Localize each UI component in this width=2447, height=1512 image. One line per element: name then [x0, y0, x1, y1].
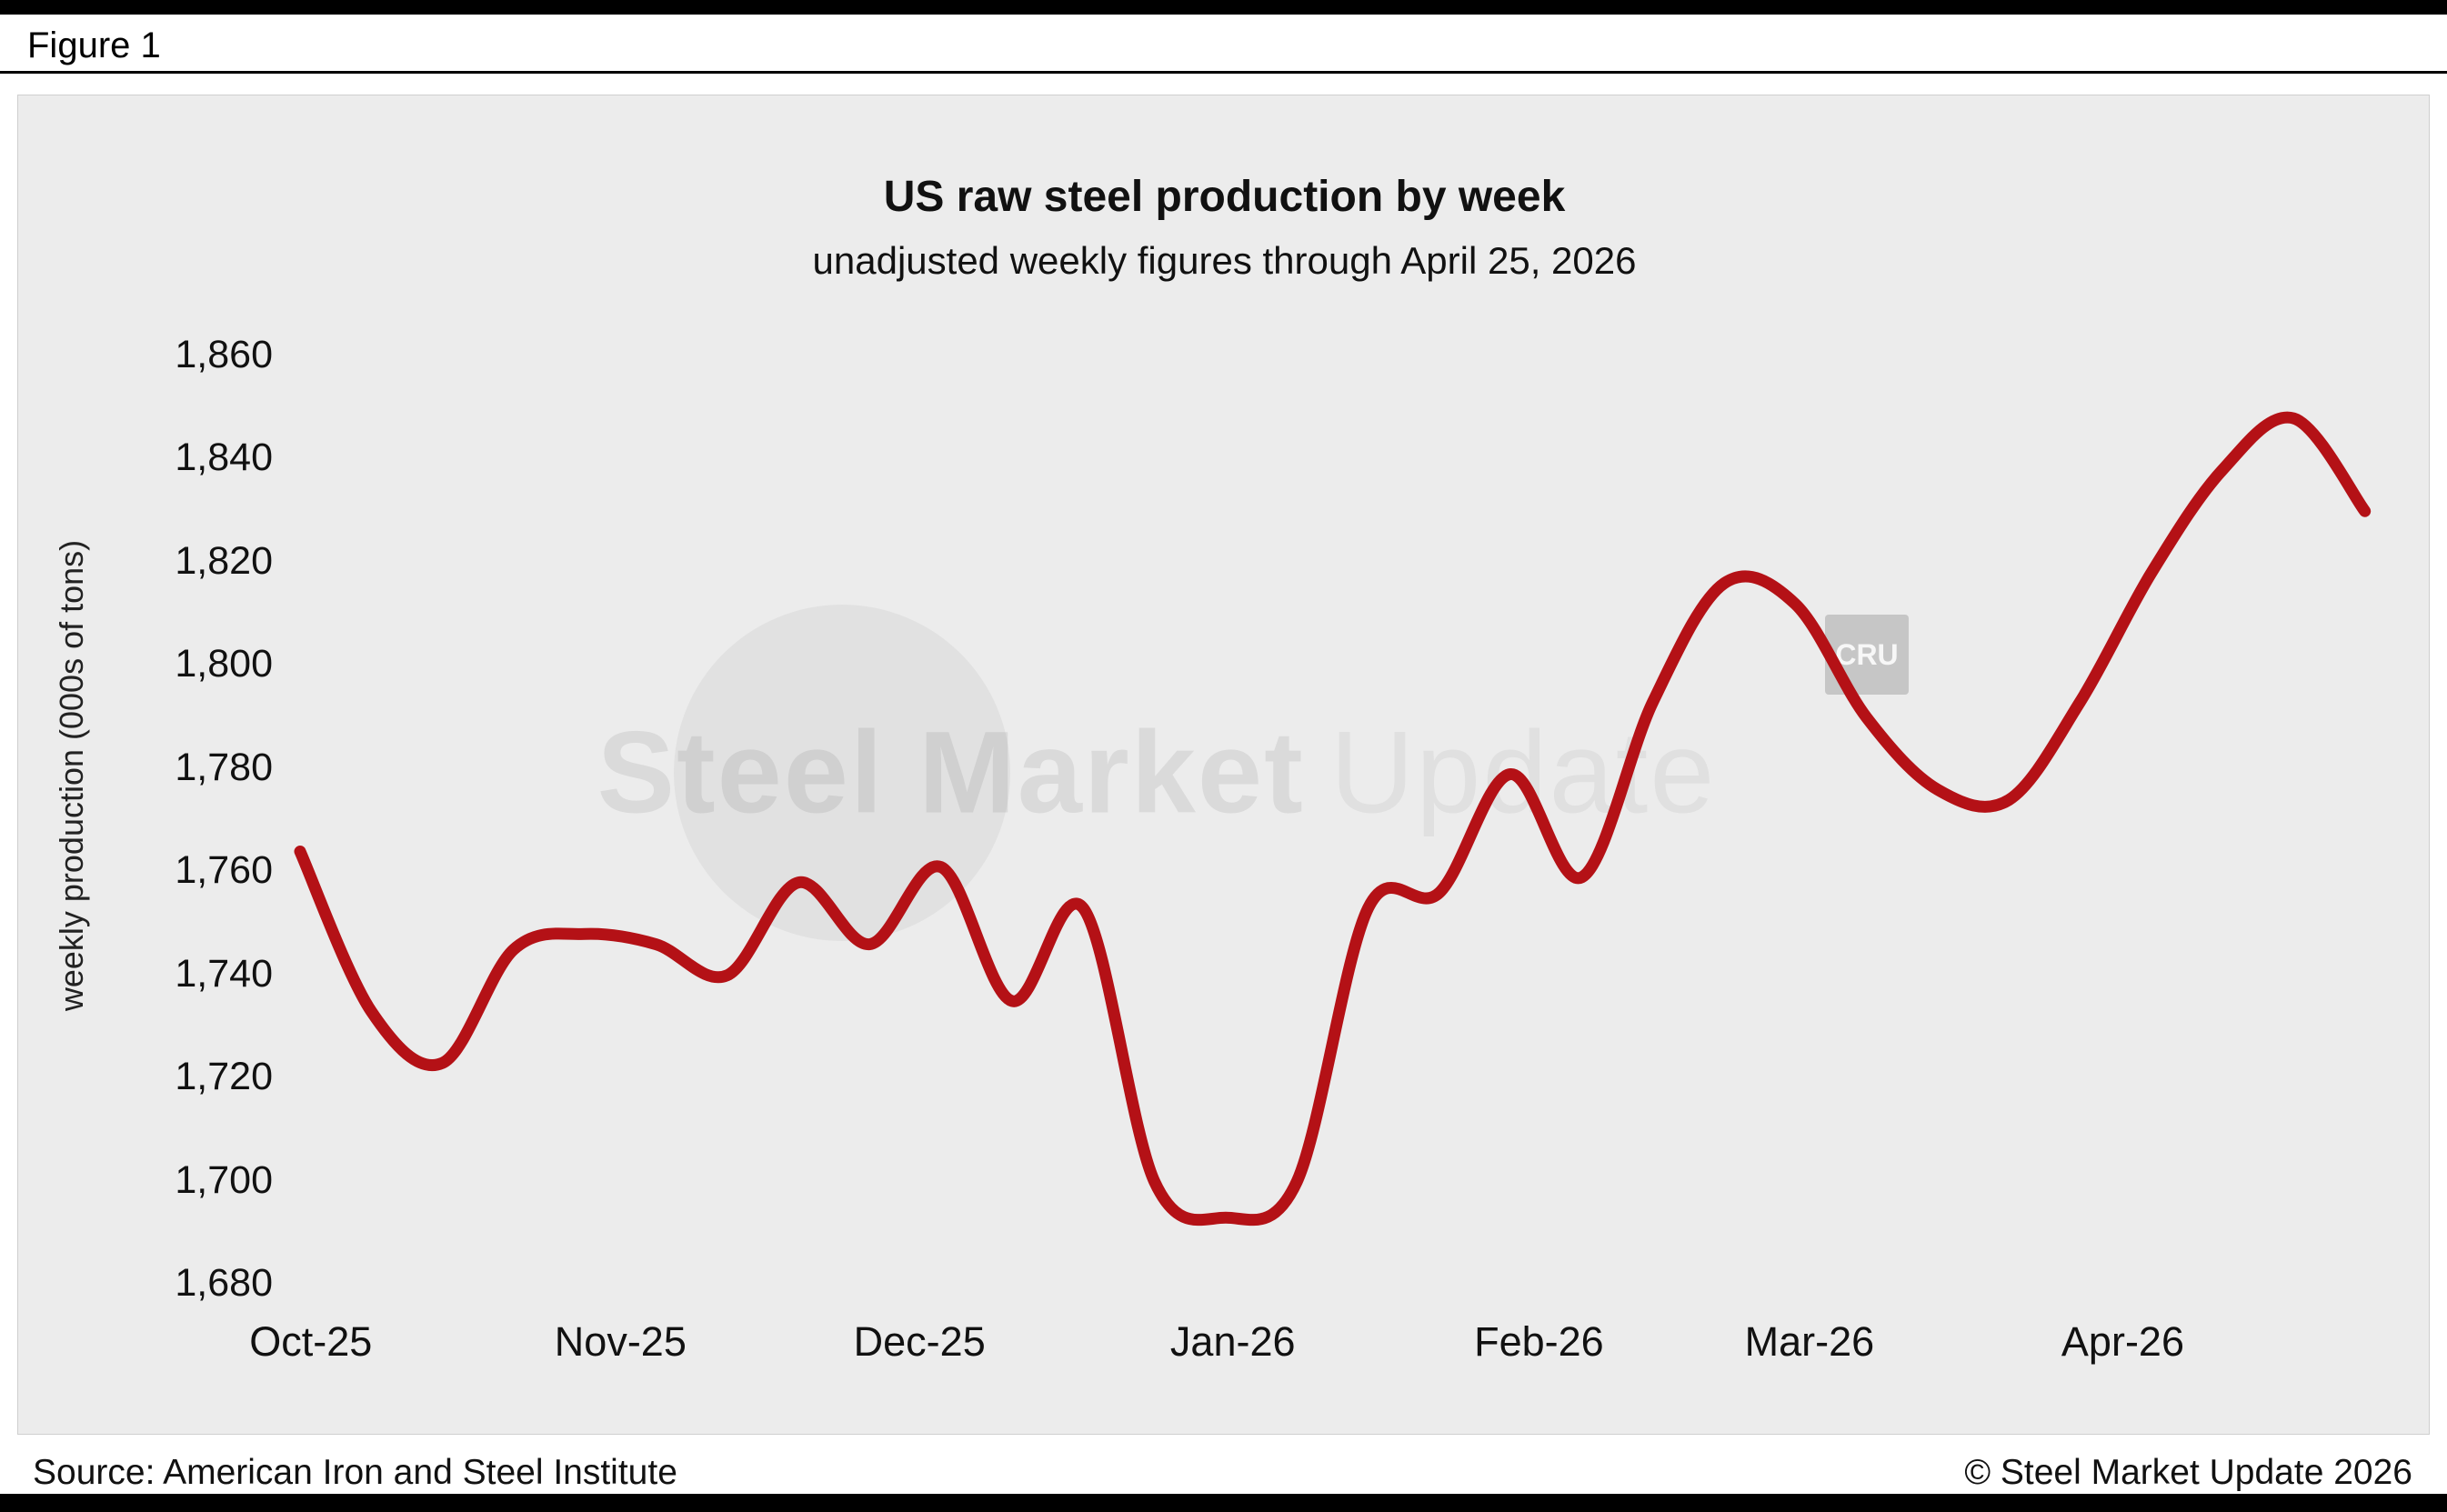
top-bar [0, 0, 2447, 15]
x-tick-label: Jan-26 [1169, 1318, 1296, 1365]
y-tick-label: 1,800 [175, 642, 273, 686]
y-tick-label: 1,680 [175, 1261, 273, 1305]
x-tick-label: Feb-26 [1474, 1318, 1604, 1365]
watermark-text-light: Update [1329, 707, 1717, 838]
figure-header: Figure 1 [0, 15, 2447, 74]
y-tick-label: 1,780 [175, 745, 273, 789]
chart-title: US raw steel production by week [883, 173, 1566, 221]
y-tick-label: 1,720 [175, 1055, 273, 1099]
y-tick-label: 1,740 [175, 951, 273, 996]
y-tick-label: 1,700 [175, 1157, 273, 1202]
x-tick-label: Dec-25 [853, 1318, 986, 1365]
y-tick-label: 1,840 [175, 436, 273, 480]
watermark-text-bold: Steel Market [597, 707, 1305, 838]
chart-panel: Steel Market Update CRU US raw steel prod… [17, 95, 2430, 1435]
figure-label: Figure 1 [27, 25, 161, 65]
y-tick-label: 1,760 [175, 848, 273, 893]
watermark-text: Steel Market Update [597, 706, 1717, 840]
x-tick-label: Mar-26 [1744, 1318, 1875, 1365]
source-text: Source: American Iron and Steel Institut… [33, 1453, 677, 1492]
copyright-text: © Steel Market Update 2026 [1964, 1453, 2412, 1492]
page-footer: Source: American Iron and Steel Institut… [0, 1447, 2447, 1493]
cru-watermark-badge: CRU [1825, 615, 1909, 695]
x-tick-label: Oct-25 [249, 1318, 373, 1365]
y-tick-label: 1,860 [175, 333, 273, 376]
chart-subtitle: unadjusted weekly figures through April … [812, 239, 1637, 282]
bottom-bar [0, 1494, 2447, 1512]
y-tick-label: 1,820 [175, 538, 273, 583]
x-tick-label: Nov-25 [554, 1318, 687, 1365]
x-tick-label: Apr-26 [2061, 1318, 2184, 1365]
